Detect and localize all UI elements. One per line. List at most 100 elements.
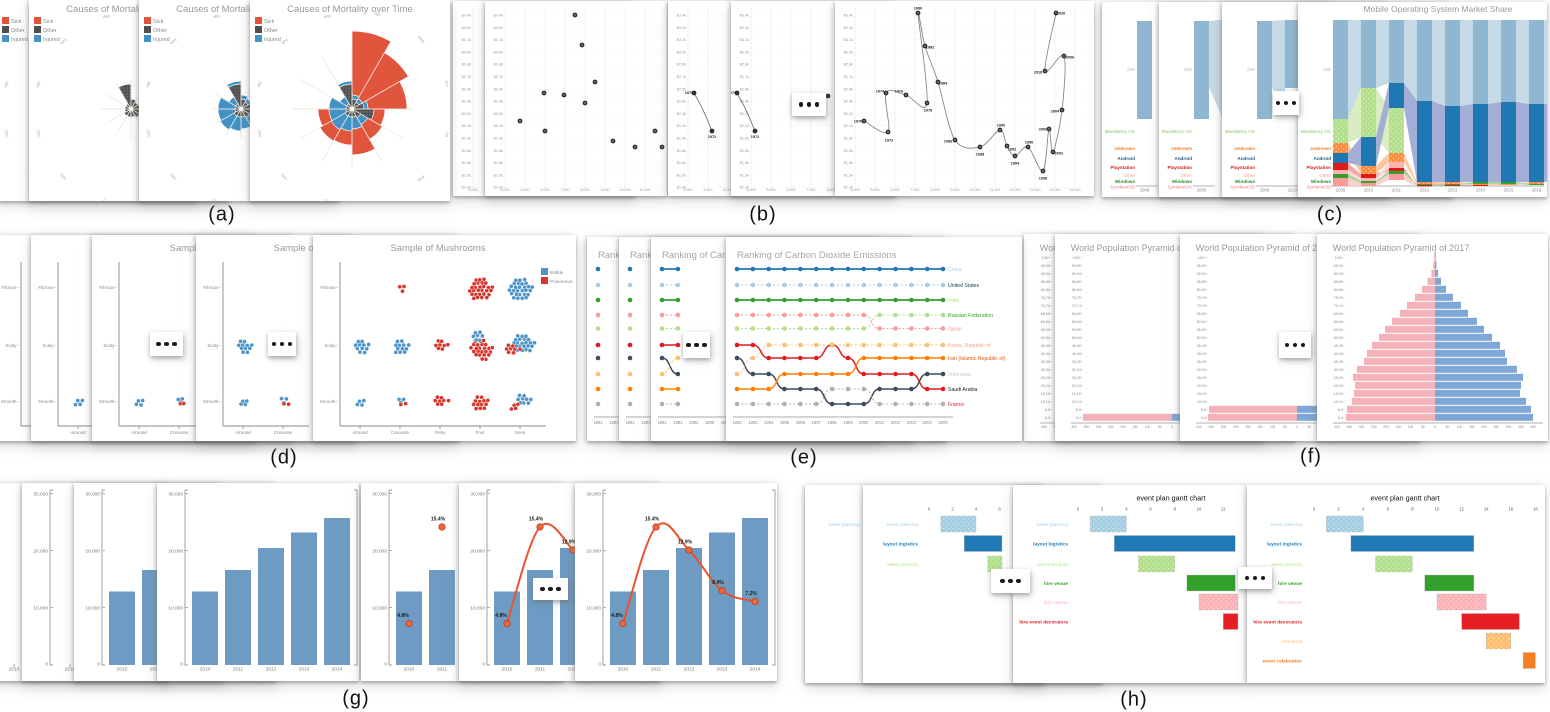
- svg-text:$2.7k: $2.7k: [462, 75, 471, 79]
- svg-text:4,000: 4,000: [851, 188, 860, 192]
- svg-text:1992: 1992: [625, 420, 635, 425]
- svg-text:75-79−: 75-79−: [1041, 296, 1052, 300]
- svg-text:Almond: Almond: [235, 430, 251, 435]
- svg-text:7,000: 7,000: [911, 188, 920, 192]
- svg-text:15,000: 15,000: [1070, 188, 1081, 192]
- svg-text:$2.4k: $2.4k: [462, 100, 471, 104]
- svg-text:1992: 1992: [657, 420, 667, 425]
- svg-text:5-9−: 5-9−: [1045, 408, 1052, 412]
- svg-text:4.8%: 4.8%: [611, 613, 623, 619]
- svg-text:8: 8: [1411, 507, 1414, 512]
- svg-text:150: 150: [1395, 425, 1401, 429]
- svg-text:1978: 1978: [924, 109, 932, 113]
- svg-text:$3.4k: $3.4k: [677, 14, 686, 18]
- svg-text:55-59−: 55-59−: [1041, 328, 1052, 332]
- svg-text:1970: 1970: [854, 120, 862, 124]
- svg-text:300: 300: [1096, 425, 1102, 429]
- svg-text:2002: 2002: [1055, 152, 1063, 156]
- svg-text:2011: 2011: [233, 667, 244, 673]
- svg-text:Ranking of Carbon Dioxide Emis: Ranking of Carbon Dioxide Emissions: [737, 250, 897, 261]
- svg-text:50-54−: 50-54−: [1197, 336, 1208, 340]
- svg-text:50: 50: [1445, 425, 1449, 429]
- svg-text:250: 250: [1371, 425, 1377, 429]
- svg-text:2018: 2018: [1034, 71, 1042, 75]
- svg-text:May: May: [417, 35, 427, 45]
- svg-text:$2.2k: $2.2k: [462, 112, 471, 116]
- svg-text:$2.8k: $2.8k: [740, 63, 749, 67]
- svg-text:2014: 2014: [1476, 188, 1486, 193]
- svg-text:10,000: 10,000: [470, 606, 485, 612]
- svg-text:Feb: Feb: [169, 37, 178, 46]
- svg-text:$3.0k: $3.0k: [462, 50, 471, 54]
- svg-text:0-4−: 0-4−: [1076, 416, 1083, 420]
- svg-text:250: 250: [1493, 425, 1499, 429]
- svg-text:Causes of Mortality over Time: Causes of Mortality over Time: [66, 4, 192, 15]
- svg-text:$3.0k: $3.0k: [494, 50, 503, 54]
- svg-text:95-99−: 95-99−: [1334, 264, 1345, 268]
- svg-text:0: 0: [1313, 507, 1316, 512]
- svg-text:Korea, Republic of: Korea, Republic of: [948, 343, 991, 349]
- svg-text:150: 150: [1132, 425, 1138, 429]
- svg-text:$1.9k: $1.9k: [740, 137, 749, 141]
- svg-text:8.4%: 8.4%: [712, 580, 724, 586]
- svg-text:12,000: 12,000: [1010, 188, 1021, 192]
- svg-text:Dec: Dec: [35, 129, 42, 137]
- svg-text:2013: 2013: [717, 667, 728, 673]
- svg-text:World Population Pyramid of 20: World Population Pyramid of 2017: [1196, 243, 1332, 253]
- svg-text:$3.2k: $3.2k: [844, 26, 853, 30]
- svg-text:40-44−: 40-44−: [1197, 352, 1208, 356]
- svg-text:Foul: Foul: [476, 430, 485, 435]
- svg-text:Smooth−: Smooth−: [203, 399, 222, 404]
- svg-text:30-34−: 30-34−: [1334, 368, 1345, 372]
- svg-text:70-74−: 70-74−: [1197, 304, 1208, 308]
- svg-text:$2.8k: $2.8k: [494, 63, 503, 67]
- svg-text:2016: 2016: [1532, 188, 1542, 193]
- svg-text:10,000: 10,000: [586, 606, 601, 612]
- svg-text:25-29−: 25-29−: [1197, 376, 1208, 380]
- svg-text:$3.1k: $3.1k: [844, 38, 853, 42]
- svg-text:50: 50: [1158, 425, 1162, 429]
- svg-text:Unknown: Unknown: [1234, 146, 1255, 151]
- svg-text:14,000: 14,000: [1050, 188, 1061, 192]
- svg-text:0: 0: [1077, 507, 1080, 512]
- svg-text:2012: 2012: [266, 667, 277, 673]
- svg-text:20-24−: 20-24−: [1041, 384, 1052, 388]
- svg-text:Feb: Feb: [59, 37, 68, 46]
- svg-text:15.4%: 15.4%: [645, 517, 660, 523]
- svg-text:2009: 2009: [1197, 188, 1207, 193]
- svg-text:85-89−: 85-89−: [1072, 280, 1083, 284]
- svg-text:$2.2k: $2.2k: [494, 112, 503, 116]
- svg-text:4.8%: 4.8%: [495, 613, 507, 619]
- svg-text:Other: Other: [153, 28, 167, 34]
- svg-text:$1.8k: $1.8k: [844, 149, 853, 153]
- svg-text:hire caterer: hire caterer: [1278, 600, 1303, 606]
- svg-text:0: 0: [928, 507, 931, 512]
- svg-text:50: 50: [1307, 425, 1311, 429]
- svg-text:hire venue: hire venue: [1278, 581, 1302, 587]
- svg-text:$2.1k: $2.1k: [494, 124, 503, 128]
- svg-text:10-14−: 10-14−: [1334, 400, 1345, 404]
- svg-text:70-74−: 70-74−: [1072, 304, 1083, 308]
- svg-text:12: 12: [1459, 507, 1464, 512]
- svg-text:India: India: [948, 298, 959, 304]
- svg-text:Other: Other: [1320, 173, 1332, 178]
- svg-text:0: 0: [1296, 425, 1298, 429]
- svg-text:Saudi Arabia: Saudi Arabia: [948, 387, 978, 393]
- svg-text:hire event decorators: hire event decorators: [1019, 620, 1068, 626]
- svg-text:$1.6k: $1.6k: [844, 161, 853, 165]
- svg-text:2013: 2013: [299, 667, 310, 673]
- svg-text:10,000: 10,000: [620, 188, 631, 192]
- svg-text:5-9−: 5-9−: [1076, 408, 1083, 412]
- svg-text:Creosote: Creosote: [274, 430, 293, 435]
- svg-text:Oct: Oct: [323, 198, 331, 201]
- svg-text:55-59−: 55-59−: [1334, 328, 1345, 332]
- svg-text:30-34−: 30-34−: [1072, 368, 1083, 372]
- svg-text:75-79−: 75-79−: [1334, 296, 1345, 300]
- svg-text:Almond: Almond: [131, 430, 147, 435]
- svg-text:France: France: [948, 402, 964, 408]
- svg-text:1993: 1993: [641, 420, 651, 425]
- svg-text:2011: 2011: [651, 667, 662, 673]
- svg-text:World Population Pyramid of 20: World Population Pyramid of 2017: [1333, 243, 1469, 253]
- svg-text:8,000: 8,000: [931, 188, 940, 192]
- svg-text:6,000: 6,000: [541, 188, 550, 192]
